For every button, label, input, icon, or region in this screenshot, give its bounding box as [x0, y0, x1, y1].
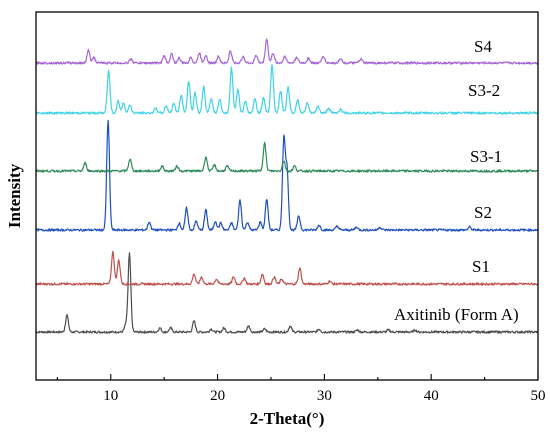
x-tick-label: 30	[317, 388, 332, 404]
series-label-s1: S1	[472, 257, 490, 276]
x-tick-label: 10	[103, 388, 118, 404]
series-line-s4	[35, 38, 539, 65]
series-line-s2	[35, 119, 539, 232]
series-labels: Axitinib (Form A) S1 S2 S3-1 S3-2 S4	[394, 37, 519, 324]
series-label-s4: S4	[474, 37, 492, 56]
series-line-s3-1	[35, 141, 539, 173]
x-tick-label: 50	[531, 388, 546, 404]
series-line-axitinib-form-a	[35, 252, 539, 334]
x-tick-label: 20	[210, 388, 225, 404]
plot-frame	[35, 11, 539, 381]
series-label-axitinib-form-a: Axitinib (Form A)	[394, 305, 519, 324]
series-line-s3-2	[35, 63, 539, 115]
x-tick-label: 40	[424, 388, 439, 404]
series-label-s3-2: S3-2	[468, 81, 500, 100]
series-label-s2: S2	[474, 203, 492, 222]
x-axis-title: 2-Theta(°)	[250, 409, 325, 428]
series-label-s3-1: S3-1	[470, 147, 502, 166]
y-axis-title: Intensity	[5, 163, 24, 228]
series-line-s1	[35, 250, 539, 286]
x-axis-ticks: 10 20 30 40 50	[56, 374, 546, 404]
series-layer	[35, 38, 539, 334]
